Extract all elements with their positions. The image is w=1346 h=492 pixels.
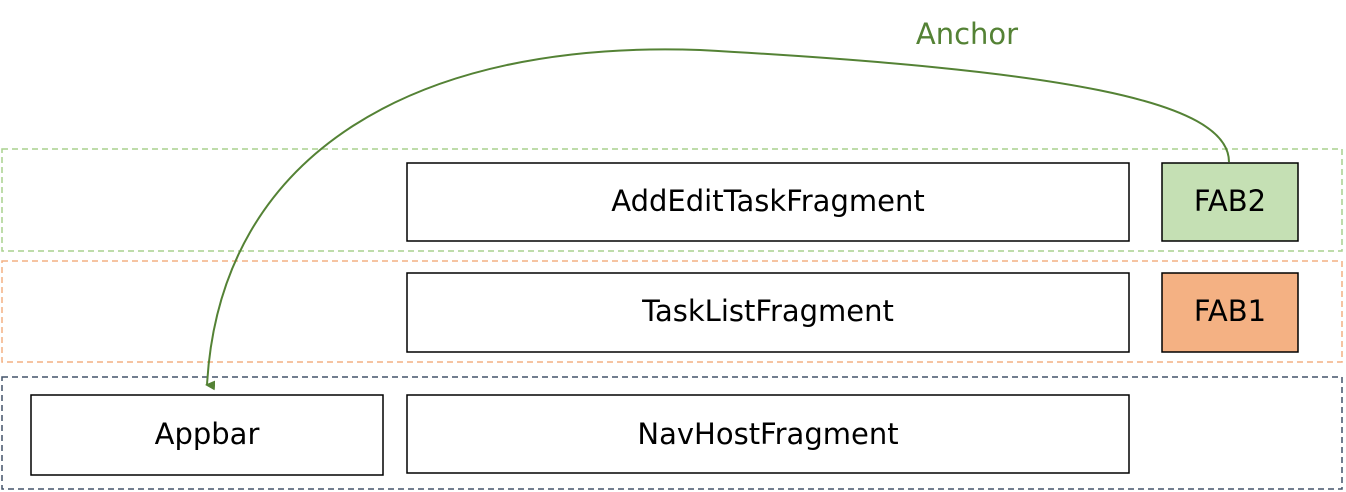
node-label: AddEditTaskFragment — [611, 184, 924, 218]
node-label: FAB1 — [1194, 294, 1266, 328]
node-box — [1161, 272, 1299, 353]
node-label: Appbar — [155, 417, 260, 451]
node-box — [30, 394, 384, 476]
node-box — [406, 162, 1130, 242]
anchor-arrow — [205, 48, 1230, 391]
node-box — [1161, 162, 1299, 242]
node-label: FAB2 — [1194, 184, 1266, 218]
node-box — [406, 394, 1130, 474]
layer-group — [1, 260, 1343, 363]
node-label: TaskListFragment — [641, 294, 894, 328]
layer-group — [1, 148, 1343, 252]
layer-group — [1, 376, 1343, 490]
node-label: NavHostFragment — [637, 417, 898, 451]
annotation: Anchor — [916, 17, 1018, 51]
node-box — [406, 272, 1130, 353]
